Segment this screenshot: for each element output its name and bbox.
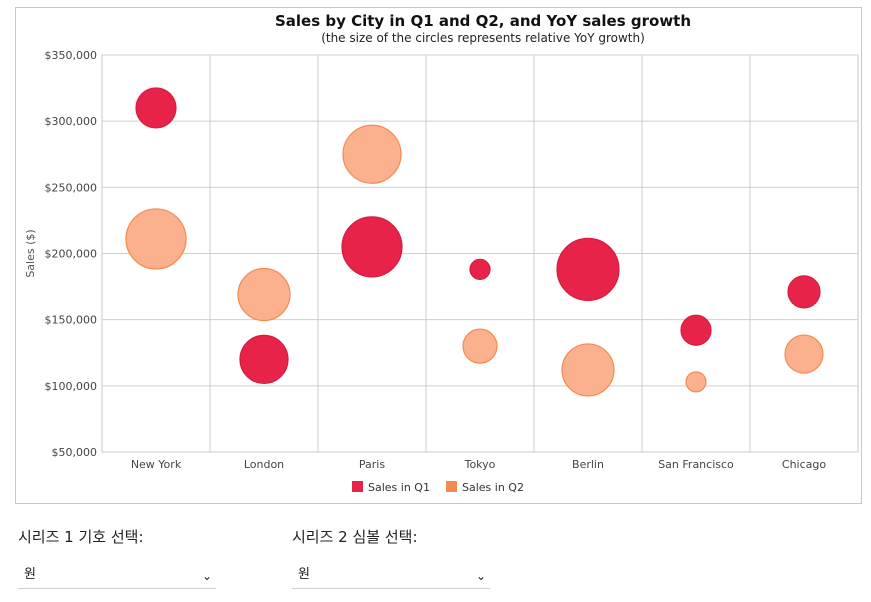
legend-item-q2-label: Sales in Q2 xyxy=(462,481,524,494)
chevron-down-icon[interactable]: ⌄ xyxy=(475,569,486,583)
x-tick-label: Chicago xyxy=(782,458,826,471)
series1-select-value: 원 xyxy=(24,567,36,582)
x-tick-label: Paris xyxy=(359,458,385,471)
legend-item-q2-swatch xyxy=(446,481,457,492)
series1-select[interactable]: 원 ⌄ xyxy=(18,565,216,589)
bubble-q2 xyxy=(784,334,824,374)
bubble-q1 xyxy=(239,334,289,384)
series2-label: 시리즈 2 심볼 선택: xyxy=(292,528,418,546)
bubble-q2 xyxy=(685,371,707,393)
y-axis-label: Sales ($) xyxy=(24,229,37,277)
y-tick-label: $50,000 xyxy=(52,446,98,459)
bubble-q2 xyxy=(125,208,187,270)
x-tick-label: London xyxy=(244,458,284,471)
y-tick-label: $100,000 xyxy=(45,380,98,393)
y-tick-label: $250,000 xyxy=(45,181,98,194)
x-tick-label: San Francisco xyxy=(658,458,734,471)
series1-label: 시리즈 1 기호 선택: xyxy=(18,528,144,546)
bubble-q1 xyxy=(556,237,620,301)
bubble-q2 xyxy=(342,124,402,184)
bubble-chart: Sales by City in Q1 and Q2, and YoY sale… xyxy=(24,12,859,494)
y-tick-label: $200,000 xyxy=(45,248,98,261)
chart-subtitle: (the size of the circles represents rela… xyxy=(321,31,645,45)
chevron-down-icon[interactable]: ⌄ xyxy=(201,569,212,583)
y-tick-label: $300,000 xyxy=(45,115,98,128)
x-tick-label: New York xyxy=(131,458,182,471)
legend-item-q1-label: Sales in Q1 xyxy=(368,481,430,494)
bubble-q2 xyxy=(561,343,615,397)
series2-control: 시리즈 2 심볼 선택: 원 ⌄ xyxy=(292,526,490,589)
y-tick-label: $150,000 xyxy=(45,314,98,327)
bubble-q1 xyxy=(469,258,491,280)
bubble-q2 xyxy=(462,328,498,364)
bubble-q2 xyxy=(237,267,291,322)
bubble-q1 xyxy=(787,275,821,309)
x-tick-label: Tokyo xyxy=(464,458,496,471)
legend-item-q1-swatch xyxy=(352,481,363,492)
y-tick-label: $350,000 xyxy=(45,49,98,62)
bubble-q1 xyxy=(135,87,177,129)
series1-control: 시리즈 1 기호 선택: 원 ⌄ xyxy=(18,526,216,589)
chart-title: Sales by City in Q1 and Q2, and YoY sale… xyxy=(275,12,691,30)
bubble-q1 xyxy=(341,216,403,278)
bubble-q1 xyxy=(680,314,712,346)
x-tick-label: Berlin xyxy=(572,458,604,471)
series2-select-value: 원 xyxy=(298,567,310,582)
series2-select[interactable]: 원 ⌄ xyxy=(292,565,490,589)
